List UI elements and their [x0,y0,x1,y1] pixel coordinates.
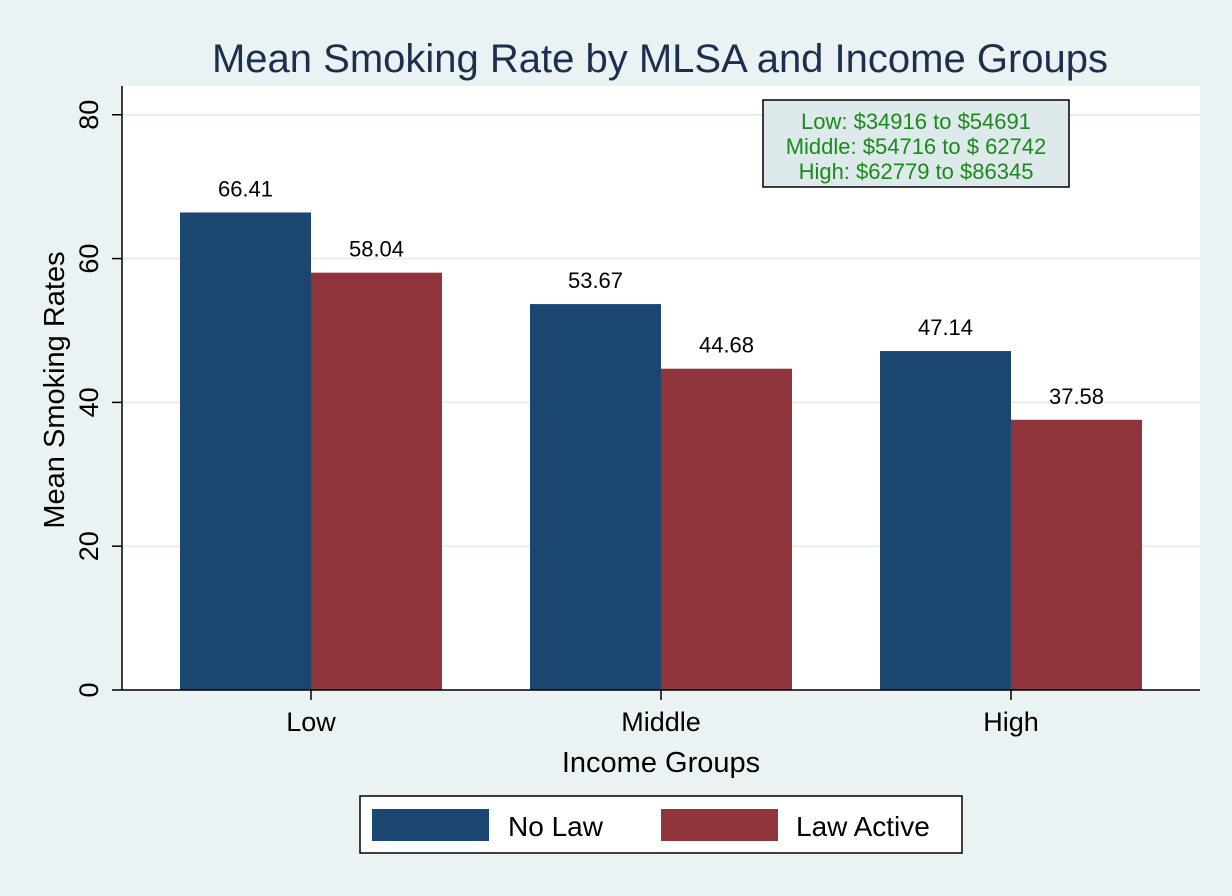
x-axis-title: Income Groups [562,747,760,779]
legend-label-law-active: Law Active [796,811,930,842]
x-tick-label-high: High [983,707,1039,737]
value-label-middle-no-law: 53.67 [568,268,623,293]
y-tick-label-0: 0 [74,682,104,697]
note-line-high: High: $62779 to $86345 [799,159,1034,184]
y-ticks: 0 20 40 60 80 [74,100,122,698]
bars [180,212,1142,690]
legend-label-no-law: No Law [508,811,604,842]
y-axis-title: Mean Smoking Rates [39,251,71,528]
value-label-high-no-law: 47.14 [918,315,973,340]
note-box-frame [762,99,1070,188]
x-tick-label-middle: Middle [621,707,701,737]
value-labels: 66.41 58.04 53.67 44.68 47.14 37.58 [218,176,1104,408]
legend-swatch-no-law [372,809,489,841]
chart-title: Mean Smoking Rate by MLSA and Income Gro… [212,37,1108,81]
bar-high-law-active [1011,419,1142,690]
income-note-box: Low: $34916 to $54691 Middle: $54716 to … [762,99,1070,188]
legend-swatch-law-active [661,809,778,841]
note-line-low: Low: $34916 to $54691 [801,109,1031,134]
value-label-middle-law-active: 44.68 [699,333,754,358]
x-ticks: Low Middle High [286,690,1039,737]
bar-middle-no-law [530,304,661,690]
note-line-middle: Middle: $54716 to $ 62742 [786,134,1047,159]
legend: No Law Law Active [359,795,963,854]
value-label-high-law-active: 37.58 [1049,384,1104,409]
y-tick-label-80: 80 [74,100,104,130]
bar-high-no-law [880,351,1011,690]
value-label-low-no-law: 66.41 [218,176,273,201]
y-tick-label-40: 40 [74,387,104,417]
value-label-low-law-active: 58.04 [349,237,404,262]
bar-low-law-active [311,272,442,690]
bar-low-no-law [180,212,311,690]
y-tick-label-60: 60 [74,244,104,274]
y-tick-label-20: 20 [74,531,104,561]
bar-middle-law-active [661,368,792,690]
x-tick-label-low: Low [286,707,336,737]
